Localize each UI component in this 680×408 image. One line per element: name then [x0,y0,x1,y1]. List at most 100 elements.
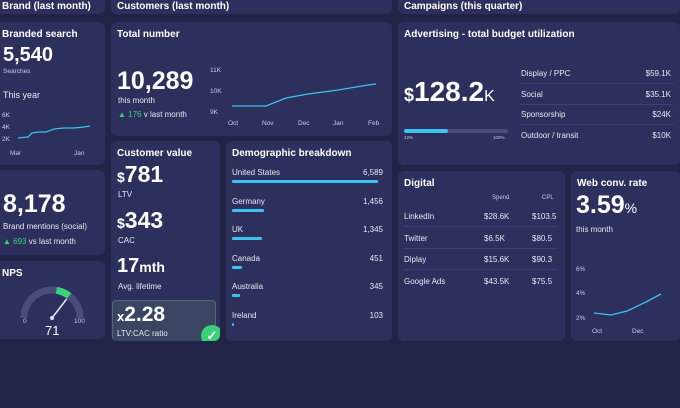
total-number-ytick: 9K [210,109,218,116]
total-number-xtick: Jan [333,120,344,127]
demographic-title: Demographic breakdown [232,148,352,159]
digital-title: Digital [404,178,435,189]
demographic-country: Canada [232,253,261,263]
arrow-up-icon: ▲ [118,110,126,119]
brand-mentions-delta: 693 [13,237,27,246]
web-conv-line-chart [593,293,662,316]
budget-progress-min: 42% [404,135,414,140]
brand-mentions-card: 8,178 Brand mentions (social) ▲ 693 vs l… [0,170,105,255]
total-number-xtick: Oct [228,120,239,127]
branded-search-xtick: Mar [10,150,22,157]
customers-header: Customers (last month) [111,0,392,14]
total-number-line-chart [232,83,377,107]
advertising-row-divider [521,103,673,105]
nps-max: 100 [74,318,85,325]
customer-value-title: Customer value [117,148,193,159]
brand-mentions-value: 8,178 [3,190,66,218]
customers-header-title: Customers (last month) [117,1,230,12]
lifetime-unit: mth [139,259,165,275]
digital-row-cpl: $90.3 [532,255,553,264]
digital-row-spend: $15.6K [484,255,510,264]
budget-progress-max: 100% [493,135,505,140]
budget-progress-fill [404,129,448,133]
digital-row-name: Google Ads [404,276,446,286]
nps-gauge [20,286,84,320]
demographic-value: 345 [369,282,383,291]
digital-col-spend: Spend [492,195,510,201]
advertising-row-label: Outdoor / transit [521,130,579,140]
ltv-prefix: $ [117,169,125,185]
budget-progress-track [404,129,508,133]
digital-row-spend: $43.5K [484,276,510,286]
brand-header: Brand (last month) [0,0,105,14]
ltv-label: LTV [118,190,133,199]
total-number-xtick: Nov [262,120,274,127]
ratio-box: x2.28 LTV:CAC ratio [112,300,216,341]
branded-search-ytick: 4K [2,124,10,131]
ltv-value: 781 [124,161,164,187]
demographic-country: Australia [232,282,264,291]
demographic-bar [232,180,378,183]
nps-value: 71 [45,323,60,338]
total-number-ytick: 10K [210,88,222,95]
advertising-unit: K [484,88,495,105]
lifetime-label: Avg. lifetime [118,282,162,291]
web-conv-value-row: 3.59% [576,191,637,220]
nps-min: 0 [23,318,27,325]
brand-header-title: Brand (last month) [2,1,91,12]
advertising-row-value: $10K [652,130,671,140]
digital-row-name: Twitter [404,233,428,243]
cac-row: $343 [117,207,163,234]
total-number-xtick: Dec [298,120,310,127]
lifetime-value: 17 [117,255,140,277]
digital-row-cpl: $80.5 [532,233,553,243]
demographic-value: 6,589 [362,168,383,177]
total-number-card: Total number 10,289 this month ▲ 176 v l… [111,22,392,136]
web-conv-xtick: Dec [632,328,644,335]
branded-search-ytick: 6K [2,112,10,119]
branded-search-value: 5,540 [3,44,54,66]
total-number-delta-row: ▲ 176 v last month [118,110,187,119]
demographic-bar [232,294,240,297]
demographic-country: United States [232,168,281,177]
web-conv-xtick: Oct [592,328,603,335]
web-conv-title: Web conv. rate [577,178,648,189]
demographic-value: 1,456 [362,196,383,206]
total-number-ytick: 11K [210,67,222,74]
digital-row-name: Diplay [404,255,427,264]
advertising-row-divider [521,83,673,84]
total-number-delta: 176 [128,110,142,119]
web-conv-ytick: 4% [576,290,586,297]
demographic-value: 103 [369,310,383,320]
web-conv-card: Web conv. rate 3.59% this month 6% 4% 2%… [571,171,680,341]
arrow-up-icon: ▲ [3,237,11,246]
branded-search-ytick: 2K [2,136,10,143]
campaigns-header-title: Campaigns (this quarter) [404,1,523,12]
digital-row-cpl: $75.5 [532,276,553,286]
total-number-label: this month [118,96,155,105]
cac-value: 343 [124,207,164,233]
digital-col-cpl: CPL [542,195,554,201]
demographic-value: 1,345 [362,225,383,234]
demographic-bar [232,322,235,326]
advertising-row-divider [521,124,673,125]
advertising-card: Advertising - total budget utilization $… [398,22,680,165]
total-number-xtick: Feb [368,120,380,127]
brand-mentions-label: Brand mentions (social) [3,222,88,231]
web-conv-label: this month [576,225,613,234]
total-number-title: Total number [117,29,180,40]
advertising-row-label: Display / PPC [521,69,571,78]
nps-title: NPS [2,268,23,279]
digital-row-divider [404,226,558,227]
check-icon: ✓ [201,325,220,341]
digital-row-divider [404,269,558,270]
cac-prefix: $ [117,215,125,231]
demographic-country: Germany [232,196,265,206]
total-number-value: 10,289 [117,67,194,95]
digital-row-divider [404,247,558,249]
demographic-bar [232,237,262,240]
branded-search-sparkline [18,125,91,139]
lifetime-row: 17mth [117,255,165,278]
demographic-bar [232,265,242,269]
digital-row-spend: $6.5K [484,233,505,243]
